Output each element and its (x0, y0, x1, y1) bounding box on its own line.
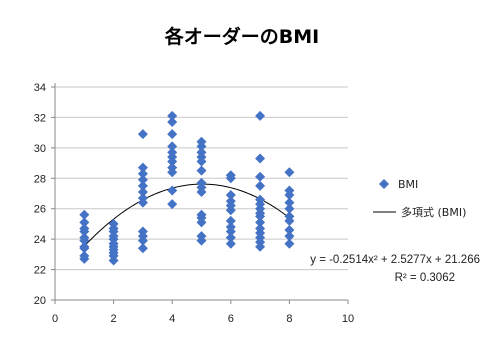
x-tick-label: 6 (228, 313, 234, 325)
data-point (167, 129, 178, 140)
data-point (255, 241, 266, 252)
data-point (284, 190, 295, 201)
data-point (167, 110, 178, 121)
data-point (196, 165, 207, 176)
data-point (137, 129, 148, 140)
x-tick-label: 2 (111, 313, 117, 325)
data-point (225, 173, 236, 184)
data-point (167, 156, 178, 167)
data-point (225, 190, 236, 201)
data-point (137, 162, 148, 173)
data-point (255, 153, 266, 164)
data-point (284, 231, 295, 242)
data-point (255, 110, 266, 121)
data-point (284, 238, 295, 249)
data-point (137, 197, 148, 208)
data-point (79, 253, 90, 264)
data-point (137, 235, 148, 246)
data-point (79, 226, 90, 237)
data-point (167, 141, 178, 152)
data-point (196, 156, 207, 167)
trendline-r2: R² = 0.3062 (395, 272, 455, 284)
y-tick-label: 22 (34, 265, 46, 277)
data-point (196, 235, 207, 246)
y-tick-label: 28 (34, 173, 46, 185)
data-point (255, 217, 266, 228)
x-tick-label: 8 (286, 313, 292, 325)
data-point (284, 225, 295, 236)
point-layer (79, 110, 295, 266)
data-point (196, 186, 207, 197)
data-point (196, 141, 207, 152)
y-tick-label: 34 (34, 82, 46, 94)
data-point (137, 168, 148, 179)
data-point (79, 217, 90, 228)
x-tick-label: 4 (169, 313, 175, 325)
trend-layer (83, 183, 290, 247)
data-point (167, 167, 178, 178)
data-point (225, 238, 236, 249)
data-point (108, 255, 119, 266)
data-point (167, 185, 178, 196)
data-point (225, 226, 236, 237)
y-tick-label: 32 (34, 112, 46, 124)
y-tick-label: 24 (34, 234, 46, 246)
x-tick-label: 10 (342, 313, 354, 325)
data-point (137, 174, 148, 185)
data-point (225, 232, 236, 243)
x-tick-label: 0 (52, 313, 58, 325)
data-point (167, 116, 178, 127)
legend-label-trend: 多項式 (BMI) (401, 205, 466, 219)
data-point (284, 167, 295, 178)
data-point (225, 215, 236, 226)
data-point (196, 217, 207, 228)
data-point (284, 197, 295, 208)
y-tick-label: 20 (34, 295, 46, 307)
data-point (137, 180, 148, 191)
data-point (284, 203, 295, 214)
data-point (255, 180, 266, 191)
data-point (255, 211, 266, 222)
legend-marker-bmi (379, 179, 389, 189)
data-point (79, 235, 90, 246)
data-point (79, 243, 90, 254)
chart-title: 各オーダーのBMI (164, 25, 319, 48)
data-point (284, 215, 295, 226)
y-tick-label: 26 (34, 204, 46, 216)
data-point (255, 171, 266, 182)
data-point (79, 209, 90, 220)
data-point (137, 243, 148, 254)
data-point (167, 199, 178, 210)
trendline-equation: y = -0.2514x² + 2.5277x + 21.266 (310, 254, 480, 266)
legend: BMI 多項式 (BMI) (373, 178, 466, 219)
legend-label-bmi: BMI (398, 178, 418, 191)
data-point (137, 186, 148, 197)
data-point (225, 205, 236, 216)
y-tick-label: 30 (34, 143, 46, 155)
trendline-curve (83, 183, 290, 247)
